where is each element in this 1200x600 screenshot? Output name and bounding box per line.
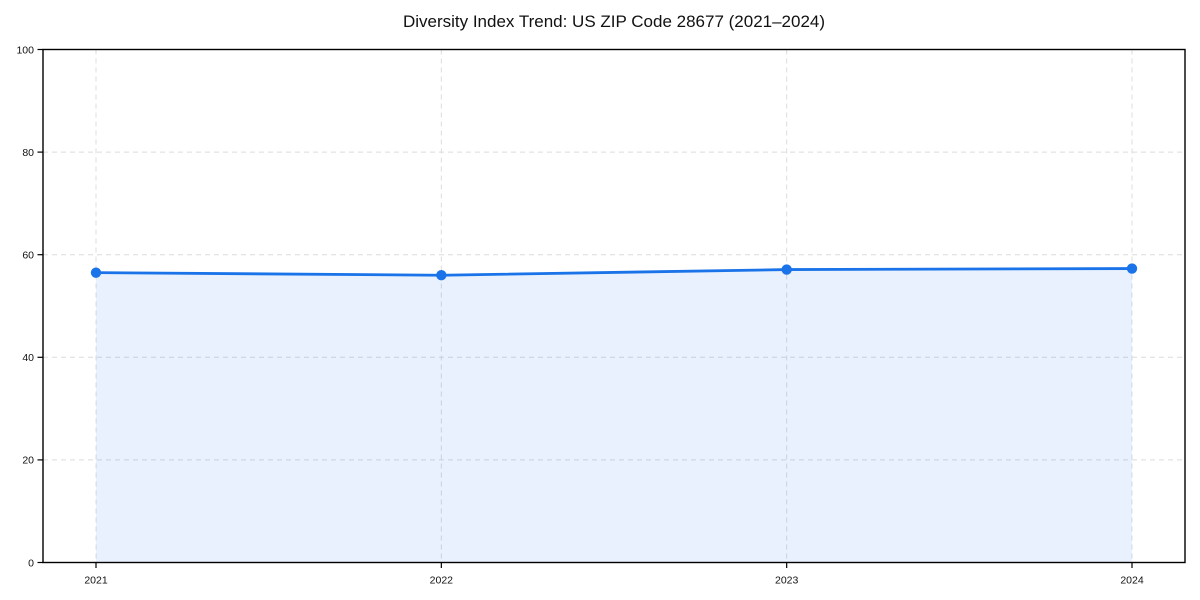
- y-tick-label: 20: [22, 455, 34, 467]
- x-tick-label: 2024: [1120, 575, 1144, 587]
- x-tick-label: 2021: [84, 575, 108, 587]
- data-point-2021: [90, 267, 102, 278]
- data-point-2023: [781, 264, 792, 275]
- plot-border: [42, 48, 1186, 564]
- y-tick-label: 80: [22, 147, 34, 159]
- trend-line: [94, 267, 1134, 277]
- area-fill: [96, 268, 1132, 563]
- x-tick-label: 2023: [775, 575, 799, 587]
- y-tick-label: 0: [28, 557, 34, 569]
- chart-title: Diversity Index Trend: US ZIP Code 28677…: [402, 12, 826, 31]
- data-point-2022: [436, 270, 447, 281]
- x-tick-label: 2022: [430, 575, 454, 587]
- y-tick-label: 40: [22, 352, 34, 364]
- data-point-2024: [1126, 263, 1138, 274]
- y-tick-label: 100: [16, 44, 34, 56]
- y-tick-label: 60: [22, 250, 34, 262]
